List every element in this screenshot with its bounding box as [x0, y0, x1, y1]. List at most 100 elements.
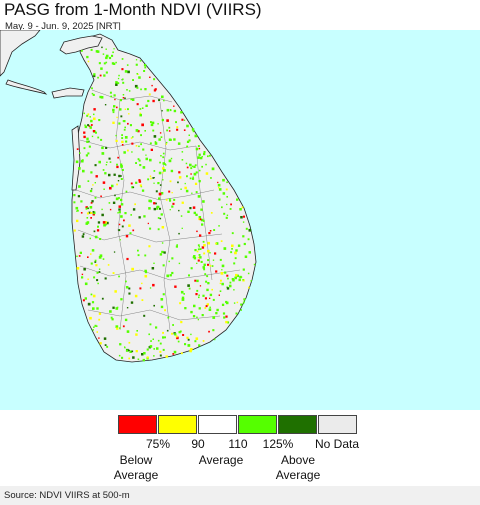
ndvi-pixel — [91, 188, 93, 190]
ndvi-pixel — [82, 299, 85, 302]
map-panel[interactable] — [0, 30, 480, 410]
ndvi-pixel — [239, 208, 242, 211]
ndvi-pixel — [135, 129, 139, 132]
ndvi-pixel — [219, 258, 222, 261]
ndvi-pixel — [120, 198, 123, 202]
ndvi-pixel — [116, 183, 118, 186]
ndvi-pixel — [205, 172, 209, 175]
ndvi-pixel — [218, 188, 222, 191]
ndvi-pixel — [204, 273, 207, 275]
jaffna-peninsula — [59, 35, 103, 55]
ndvi-pixel — [121, 144, 124, 146]
ndvi-pixel — [195, 337, 199, 340]
ndvi-pixel — [213, 338, 216, 341]
ndvi-pixel — [99, 74, 102, 77]
ndvi-pixel — [180, 111, 183, 114]
ndvi-pixel — [193, 304, 196, 308]
ndvi-pixel — [202, 240, 205, 243]
ndvi-pixel — [93, 74, 96, 78]
ndvi-pixel — [125, 349, 129, 352]
ndvi-pixel — [76, 219, 79, 223]
ndvi-pixel — [124, 346, 126, 348]
ndvi-pixel — [87, 256, 89, 258]
ndvi-pixel — [86, 55, 89, 59]
ndvi-pixel — [198, 296, 200, 299]
ndvi-pixel — [169, 138, 172, 141]
ndvi-pixel — [89, 126, 92, 129]
ndvi-pixel — [83, 147, 86, 150]
ndvi-pixel — [89, 237, 91, 240]
ndvi-pixel — [218, 198, 221, 201]
ndvi-pixel — [230, 251, 233, 254]
ndvi-pixel — [111, 62, 115, 65]
ndvi-pixel — [115, 307, 119, 310]
mannar-island — [51, 87, 85, 99]
ndvi-pixel — [132, 186, 135, 189]
ndvi-pixel — [159, 184, 162, 186]
ndvi-pixel — [116, 106, 118, 109]
ndvi-pixel — [100, 96, 104, 99]
ndvi-pixel — [84, 282, 88, 286]
ndvi-pixel — [223, 316, 226, 319]
ndvi-pixel — [198, 246, 200, 248]
ndvi-pixel — [128, 292, 131, 295]
ndvi-pixel — [160, 192, 164, 195]
ndvi-pixel — [108, 56, 112, 60]
ndvi-pixel — [81, 159, 84, 163]
ndvi-pixel — [122, 81, 125, 84]
ndvi-pixel — [82, 233, 85, 235]
ndvi-pixel — [92, 213, 95, 216]
ndvi-pixel — [143, 64, 147, 67]
ndvi-pixel — [205, 163, 207, 166]
ndvi-pixel — [120, 178, 123, 180]
ndvi-pixel — [225, 320, 228, 324]
ndvi-pixel — [215, 242, 217, 245]
adams-bridge-islets — [5, 79, 48, 95]
ndvi-pixel — [239, 275, 242, 279]
ndvi-pixel — [240, 216, 243, 219]
ndvi-pixel — [159, 217, 162, 220]
ndvi-pixel — [231, 248, 233, 250]
ndvi-pixel — [140, 134, 142, 137]
ndvi-pixel — [73, 201, 76, 204]
ndvi-pixel — [104, 104, 107, 106]
ndvi-pixel — [175, 121, 177, 124]
ndvi-pixel — [207, 282, 210, 285]
ndvi-pixel — [84, 124, 86, 126]
ndvi-pixel — [196, 279, 199, 283]
ndvi-pixel — [85, 154, 88, 157]
ndvi-pixel — [149, 287, 152, 289]
ndvi-pixel — [192, 206, 196, 209]
ndvi-pixel — [153, 177, 155, 179]
ndvi-pixel — [141, 282, 143, 285]
ndvi-pixel — [89, 189, 93, 193]
ndvi-pixel — [176, 126, 179, 129]
ndvi-pixel — [153, 135, 157, 138]
ndvi-pixel — [168, 130, 171, 132]
ndvi-pixel — [151, 84, 153, 87]
ndvi-pixel — [242, 221, 245, 223]
ndvi-pixel — [178, 209, 180, 212]
ndvi-pixel — [159, 207, 161, 210]
ndvi-pixel — [146, 356, 149, 359]
ndvi-pixel — [153, 355, 155, 357]
ndvi-pixel — [97, 221, 101, 224]
ndvi-pixel — [89, 316, 92, 320]
ndvi-pixel — [120, 175, 122, 177]
ndvi-pixel — [149, 345, 153, 348]
sri-lanka-map[interactable] — [0, 30, 480, 410]
ndvi-pixel — [202, 340, 205, 342]
ndvi-pixel — [149, 175, 152, 177]
ndvi-pixel — [92, 329, 94, 331]
ndvi-pixel — [157, 123, 159, 125]
ndvi-pixel — [144, 66, 147, 69]
ndvi-pixel — [125, 286, 129, 289]
ndvi-pixel — [99, 342, 102, 345]
ndvi-pixel — [94, 196, 97, 199]
ndvi-pixel — [135, 145, 138, 147]
ndvi-pixel — [196, 230, 198, 233]
ndvi-pixel — [139, 112, 141, 115]
ndvi-pixel — [171, 205, 174, 208]
ndvi-pixel — [176, 336, 179, 340]
ndvi-pixel — [121, 356, 124, 359]
